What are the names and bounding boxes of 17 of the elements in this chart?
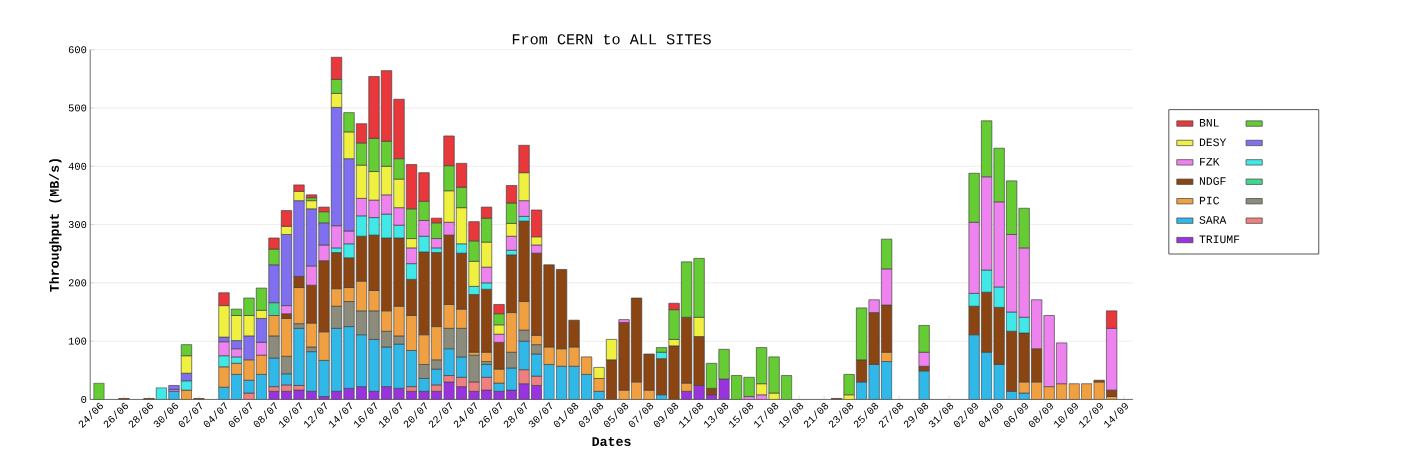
legend-label: NDGF <box>1199 177 1226 185</box>
legend-label: DESY <box>1199 138 1227 147</box>
y-tick-label: 0 <box>81 395 87 403</box>
y-tick-label: 300 <box>68 221 87 229</box>
chart-title: From CERN to ALL SITES <box>512 34 711 45</box>
legend-label: BNL <box>1199 119 1219 127</box>
y-tick-label: 100 <box>68 337 87 345</box>
y-tick-label: 600 <box>68 46 87 54</box>
legend-label: FZK <box>1200 157 1220 166</box>
y-axis-title: Throughput (MB/s) <box>49 159 62 292</box>
y-tick-label: 500 <box>68 104 87 112</box>
legend-label: TRIUMF <box>1199 235 1240 244</box>
x-axis-title: Dates <box>592 437 631 447</box>
legend-label: PIC <box>1199 196 1220 205</box>
legend-label: SARA <box>1199 216 1227 224</box>
y-tick-label: 200 <box>68 279 87 287</box>
y-tick-label: 400 <box>68 162 87 170</box>
